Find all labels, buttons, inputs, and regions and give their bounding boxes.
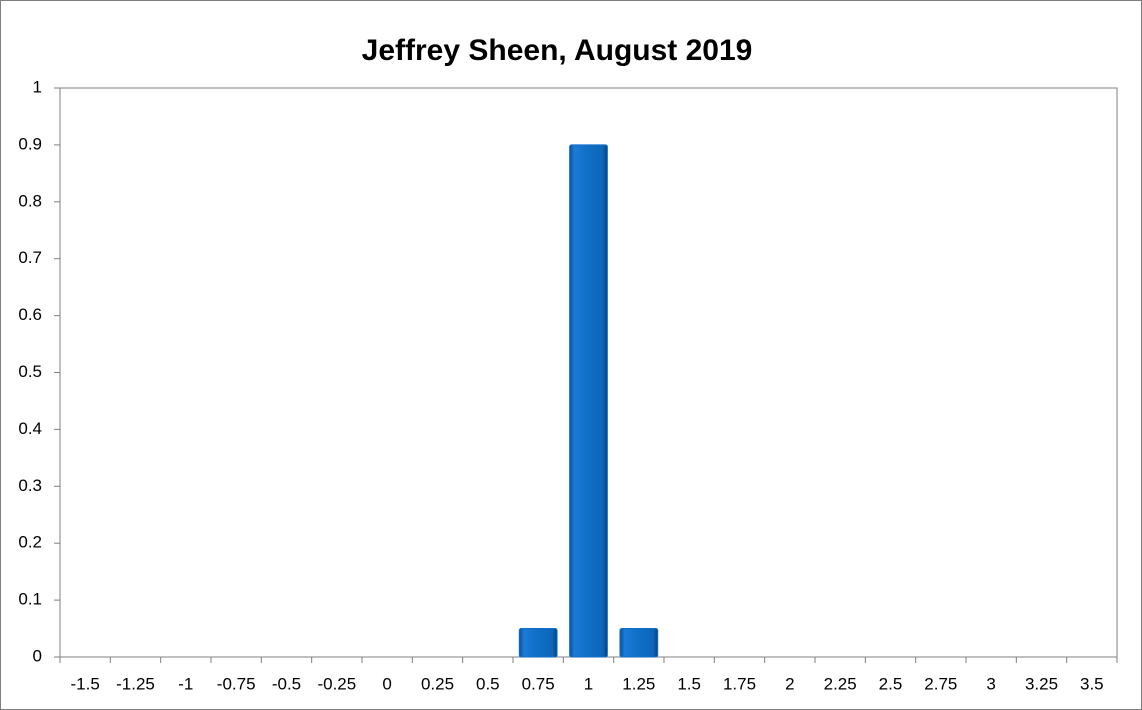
y-tick-label: 0.9 — [18, 134, 42, 153]
x-tick-label: 2 — [785, 674, 794, 693]
y-tick-label: 0.1 — [18, 590, 42, 609]
x-tick-label: 3 — [986, 674, 995, 693]
x-tick-label: -0.5 — [272, 674, 301, 693]
x-tick-label: -0.25 — [317, 674, 356, 693]
y-tick-label: 0.6 — [18, 305, 42, 324]
x-tick-label: 0.5 — [476, 674, 500, 693]
x-tick-label: -1.25 — [116, 674, 155, 693]
bar — [518, 628, 558, 658]
y-tick-label: 0 — [33, 646, 42, 665]
y-tick-label: 0.8 — [18, 191, 42, 210]
y-tick-label: 1 — [33, 77, 42, 96]
y-tick-label: 0.5 — [18, 362, 42, 381]
y-tick-label: 0.3 — [18, 476, 42, 495]
y-tick-label: 0.7 — [18, 248, 42, 267]
bar — [619, 628, 659, 658]
x-tick-label: 1.25 — [622, 674, 655, 693]
x-tick-label: 1.75 — [723, 674, 756, 693]
x-tick-label: 2.75 — [924, 674, 957, 693]
y-tick-label: 0.4 — [18, 419, 42, 438]
x-tick-label: -0.75 — [217, 674, 256, 693]
x-tick-label: 2.25 — [824, 674, 857, 693]
chart-title: Jeffrey Sheen, August 2019 — [362, 34, 753, 67]
x-tick-label: 0.75 — [522, 674, 555, 693]
x-tick-label: 1 — [584, 674, 593, 693]
x-tick-label: 2.5 — [879, 674, 903, 693]
y-tick-label: 0.2 — [18, 533, 42, 552]
x-tick-label: 0.25 — [421, 674, 454, 693]
x-tick-label: 3.25 — [1025, 674, 1058, 693]
x-tick-label: -1 — [178, 674, 193, 693]
x-tick-label: -1.5 — [71, 674, 100, 693]
x-tick-label: 3.5 — [1080, 674, 1104, 693]
x-tick-label: 0 — [382, 674, 391, 693]
x-tick-label: 1.5 — [677, 674, 701, 693]
bar — [569, 144, 608, 658]
